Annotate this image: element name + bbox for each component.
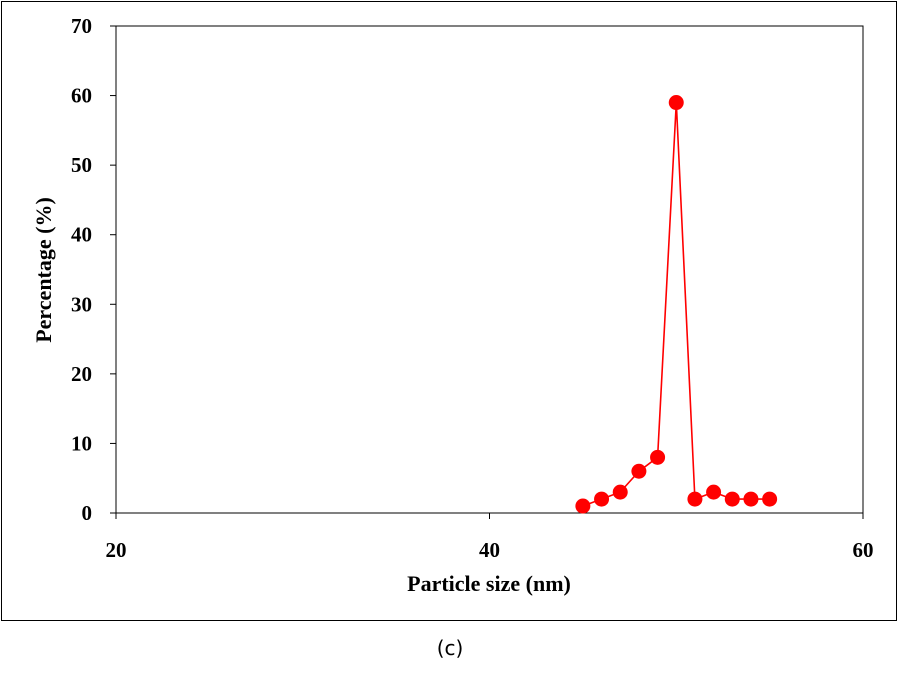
y-axis-title: Percentage (%) [31, 197, 56, 343]
plot-area [115, 25, 864, 514]
data-point [575, 498, 591, 514]
y-tick-label: 60 [71, 84, 92, 108]
x-axis-title: Particle size (nm) [407, 571, 571, 596]
y-axis: 0 10 20 30 40 50 60 70 [71, 14, 116, 525]
data-point [762, 491, 778, 507]
data-point [724, 491, 740, 507]
data-point [612, 484, 628, 500]
y-tick-label: 50 [71, 153, 92, 177]
y-tick-label: 0 [82, 501, 93, 525]
x-tick-label: 60 [853, 538, 874, 562]
y-tick-label: 10 [71, 431, 92, 455]
data-point [650, 449, 666, 465]
figure-caption: (c) [436, 636, 464, 660]
series-layer [575, 95, 778, 514]
data-point [631, 463, 647, 479]
chart: 0 10 20 30 40 50 60 70 20 40 60 Particle size (nm… [31, 14, 874, 596]
x-axis: 20 40 60 [106, 513, 874, 562]
data-point [668, 95, 684, 111]
y-tick-label: 20 [71, 362, 92, 386]
x-tick-label: 40 [479, 538, 500, 562]
data-point [743, 491, 759, 507]
x-tick-label: 20 [106, 538, 127, 562]
data-point [687, 491, 703, 507]
y-tick-label: 30 [71, 292, 92, 316]
y-tick-label: 70 [71, 14, 92, 38]
y-tick-label: 40 [71, 223, 92, 247]
data-point [706, 484, 722, 500]
data-point [594, 491, 610, 507]
